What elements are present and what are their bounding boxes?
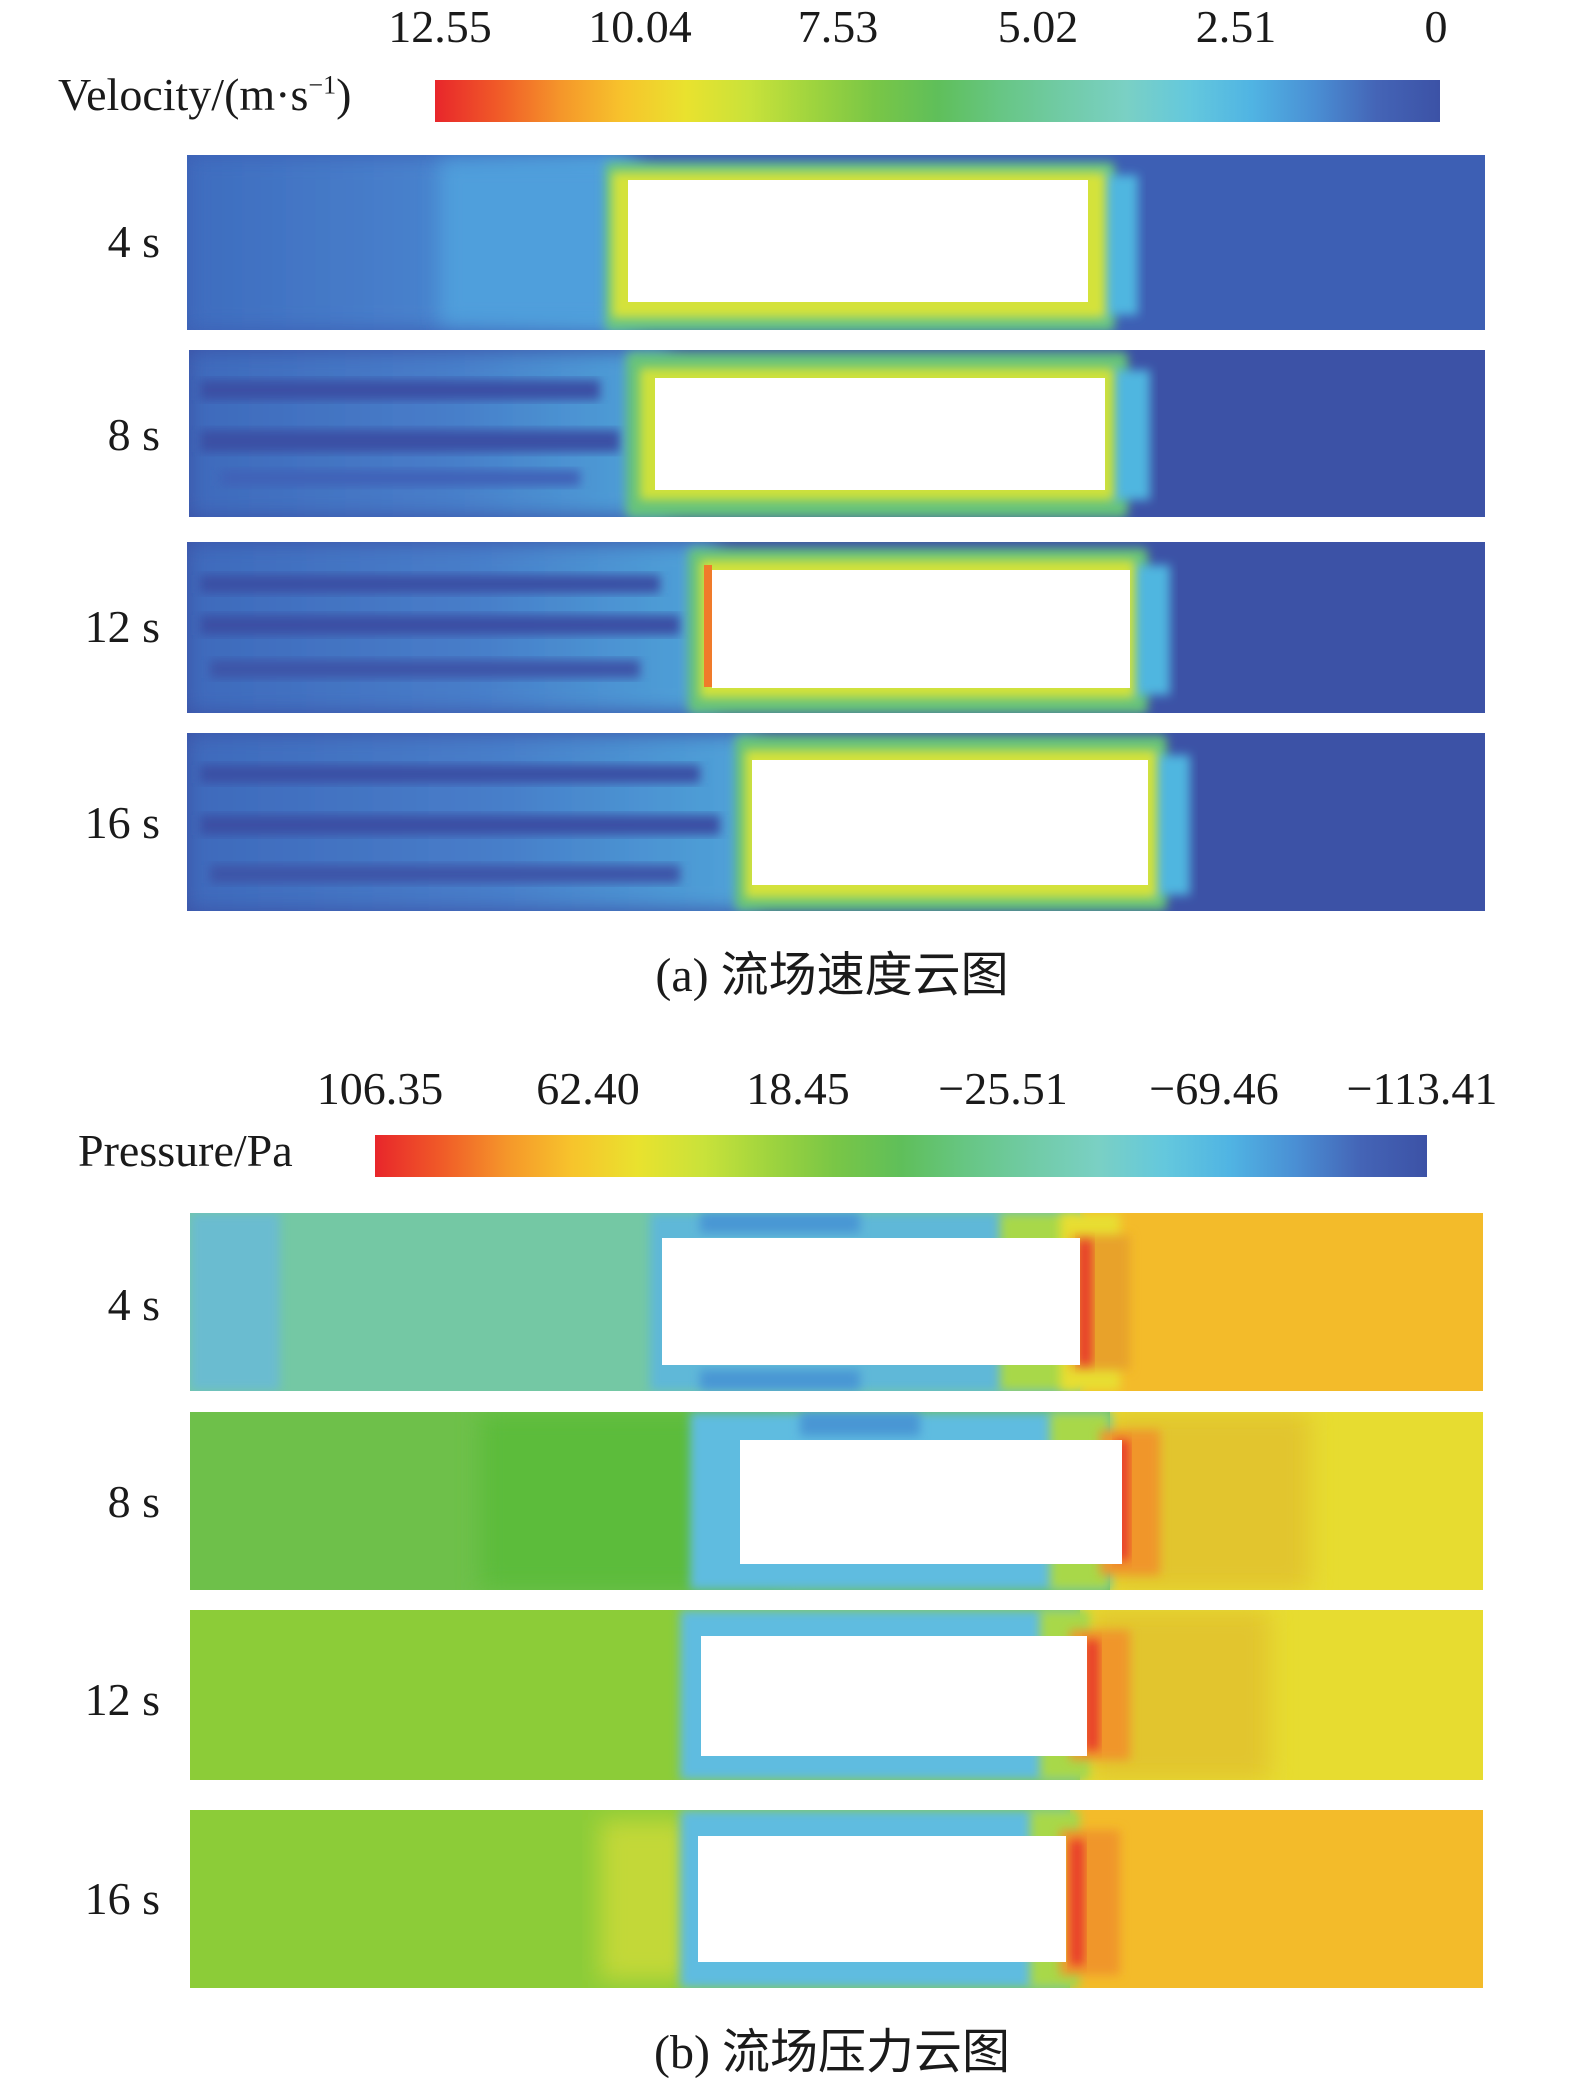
pressure-row-label: 8 s (107, 1476, 160, 1527)
velocity-tick: 0 (1424, 1, 1448, 52)
pressure-tick: 62.40 (536, 1063, 640, 1114)
velocity-row-label: 12 s (84, 601, 160, 652)
pressure-row-label: 4 s (107, 1279, 160, 1330)
velocity-colorbar (435, 80, 1440, 122)
velocity-row-4s (187, 155, 1485, 330)
pressure-tick: −113.41 (1346, 1063, 1498, 1114)
pressure-tick: −25.51 (938, 1063, 1068, 1114)
velocity-row-label: 8 s (107, 409, 160, 460)
velocity-tick: 7.53 (797, 1, 879, 52)
pressure-caption: (b) 流场压力云图 (654, 2026, 1010, 2079)
velocity-colorbar-label: Velocity/(m·s−1) (58, 68, 351, 121)
velocity-row-label: 4 s (107, 216, 160, 267)
velocity-row-16s (187, 733, 1485, 911)
pressure-tick: −69.46 (1149, 1063, 1279, 1114)
pressure-row-16s (190, 1810, 1483, 1988)
pressure-colorbar-label: Pressure/Pa (78, 1125, 293, 1176)
velocity-unit-main: Velocity/(m·s (58, 69, 309, 120)
pressure-row-4s (190, 1213, 1483, 1391)
velocity-contour-plots (187, 155, 1485, 911)
pressure-row-8s (190, 1412, 1483, 1590)
velocity-row-12s (187, 542, 1485, 713)
velocity-tick: 5.02 (997, 1, 1079, 52)
velocity-tick: 10.04 (588, 1, 692, 52)
velocity-row-8s (189, 350, 1485, 517)
pressure-row-label: 12 s (84, 1674, 160, 1725)
pressure-tick: 18.45 (746, 1063, 850, 1114)
pressure-tick: 106.35 (316, 1063, 444, 1114)
pressure-contour-plots (190, 1213, 1483, 1988)
pressure-colorbar (375, 1135, 1427, 1177)
velocity-caption: (a) 流场速度云图 (655, 949, 1009, 1002)
velocity-unit-end: ) (336, 69, 352, 120)
velocity-unit-sup: −1 (308, 70, 337, 100)
velocity-tick: 12.55 (388, 1, 492, 52)
velocity-tick: 2.51 (1195, 1, 1277, 52)
velocity-row-label: 16 s (84, 797, 160, 848)
pressure-row-label: 16 s (84, 1873, 160, 1924)
pressure-row-12s (190, 1610, 1483, 1780)
